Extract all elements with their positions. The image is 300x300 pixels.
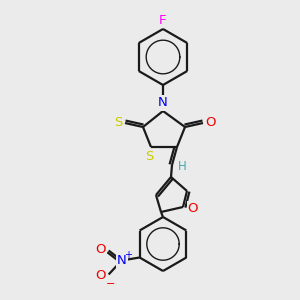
Text: O: O — [205, 116, 215, 130]
Text: N: N — [158, 97, 168, 110]
Text: F: F — [159, 14, 167, 26]
Text: S: S — [145, 151, 153, 164]
Text: H: H — [178, 160, 186, 173]
Text: O: O — [95, 269, 106, 282]
Text: S: S — [114, 116, 122, 130]
Text: O: O — [188, 202, 198, 215]
Text: O: O — [95, 243, 106, 256]
Text: −: − — [106, 280, 115, 290]
Text: +: + — [124, 250, 132, 260]
Text: N: N — [117, 254, 127, 267]
